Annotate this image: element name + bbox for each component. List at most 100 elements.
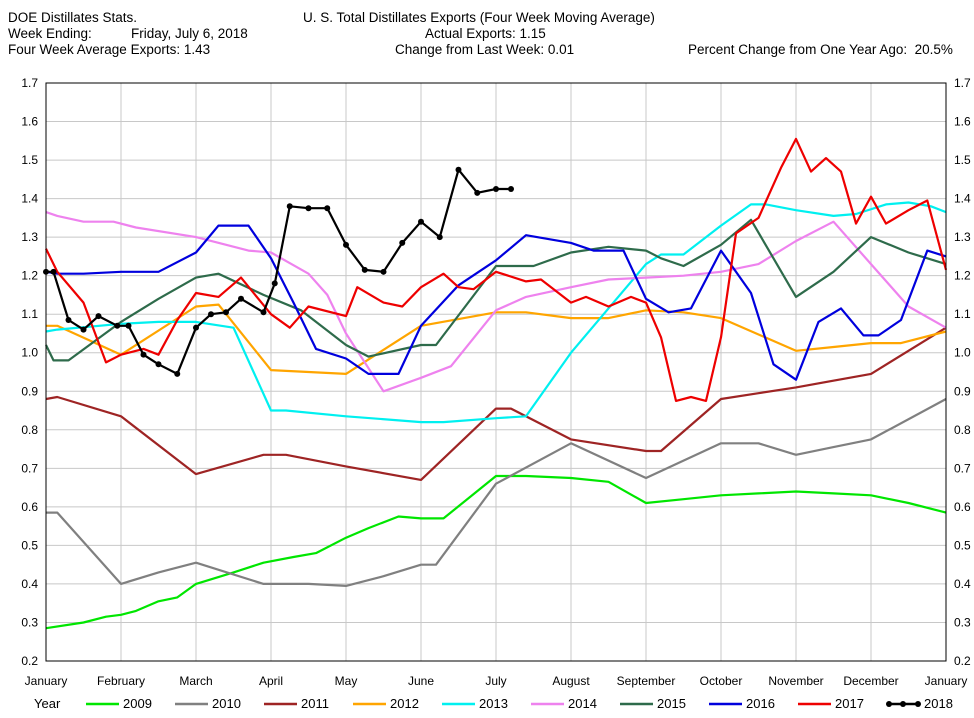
data-point-2018 [174,370,181,377]
data-point-2018 [238,295,244,302]
header-week-ending-label: Week Ending: [8,26,92,41]
header-actual-exports: Actual Exports: 1.15 [425,26,546,41]
legend-marker-2018 [886,701,892,707]
y-tick-label-left: 0.3 [21,615,38,629]
x-tick-label: November [768,674,823,688]
data-point-2018 [418,218,424,225]
y-tick-label-right: 0.9 [954,384,971,398]
series-line-2016 [45,224,947,381]
series-line-2013 [45,201,947,424]
data-point-2018 [493,185,499,192]
legend: Year 2009 2010 2011 2012 2013 2014 2015 2016 2017… [34,696,953,711]
y-tick-label-left: 1.7 [21,76,38,90]
y-tick-label-left: 0.9 [21,384,38,398]
y-tick-label-right: 0.5 [954,538,971,552]
data-point-2018 [223,309,229,316]
x-tick-label: July [485,674,506,688]
data-point-2018 [324,205,331,212]
data-point-2018 [95,313,102,320]
x-axis: January February March April May June July Augu… [25,674,968,688]
y-tick-label-left: 1.4 [21,192,38,206]
y-tick-label-right: 1.0 [954,346,971,360]
data-point-2018 [436,234,443,241]
y-tick-label-left: 0.4 [21,577,38,591]
x-tick-label: January [925,674,968,688]
y-tick-label-right: 0.6 [954,500,971,514]
y-tick-label-left: 1.1 [21,307,38,321]
data-point-2018 [114,322,121,329]
series-line-2017 [45,137,948,402]
data-point-2018 [140,351,147,358]
header-source: DOE Distillates Stats. [8,10,138,25]
y-tick-label-right: 1.6 [954,115,971,129]
y-tick-label-right: 0.8 [954,423,971,437]
plot-frame [45,82,947,662]
x-tick-label: October [700,674,743,688]
y-tick-label-left: 0.2 [21,654,38,668]
y-tick-label-left: 0.6 [21,500,38,514]
legend-label-2015: 2015 [657,696,686,711]
y-tick-label-right: 1.7 [954,76,971,90]
x-tick-label: January [25,674,68,688]
y-tick-label-left: 1.0 [21,346,38,360]
chart-title: U. S. Total Distillates Exports (Four We… [303,10,655,25]
y-tick-label-right: 1.2 [954,269,971,283]
data-point-2018 [343,241,349,248]
chart-series-group [43,137,948,630]
y-axis-left: 0.2 0.3 0.4 0.5 0.6 0.7 0.8 0.9 1.0 1.1 1.2 1.3 1.4 1… [21,76,38,668]
y-tick-label-left: 0.8 [21,423,38,437]
legend-label-2014: 2014 [568,696,597,711]
x-tick-label: February [97,674,145,688]
data-point-2018 [305,205,312,212]
header-week-ending-value: Friday, July 6, 2018 [131,26,248,41]
series-line-2015 [45,218,947,362]
x-tick-label: April [259,674,283,688]
series-line-2010 [46,398,947,588]
legend-title: Year [34,696,61,711]
data-point-2018 [50,268,57,275]
x-tick-label: December [843,674,898,688]
data-point-2018 [155,361,162,368]
data-point-2018 [260,309,267,316]
data-point-2018 [65,316,72,323]
series-line-2011 [45,326,947,481]
legend-label-2018: 2018 [924,696,953,711]
data-point-2018 [208,311,214,318]
y-tick-label-left: 0.5 [21,538,38,552]
data-point-2018 [380,268,387,275]
data-point-2018 [286,203,293,210]
legend-label-2009: 2009 [123,696,152,711]
data-point-2018 [125,322,132,329]
legend-label-2011: 2011 [301,696,329,711]
legend-marker-2018 [915,701,921,707]
data-point-2018 [361,266,368,273]
y-tick-label-right: 1.5 [954,153,971,167]
data-point-2018 [508,185,514,192]
series-line-2009 [45,474,947,630]
y-tick-label-left: 0.7 [21,461,38,475]
legend-label-2017: 2017 [835,696,864,711]
x-tick-label: August [552,674,590,688]
y-tick-label-right: 1.3 [954,230,971,244]
y-tick-label-left: 1.2 [21,269,38,283]
data-point-2018 [271,280,278,287]
data-point-2018 [474,189,481,196]
legend-label-2016: 2016 [746,696,775,711]
y-tick-label-right: 1.1 [954,307,971,321]
y-tick-label-left: 1.3 [21,230,38,244]
x-tick-label: March [179,674,212,688]
y-tick-label-left: 1.6 [21,115,38,129]
x-tick-label: May [335,674,358,688]
legend-label-2013: 2013 [479,696,508,711]
x-tick-label: June [408,674,434,688]
y-tick-label-right: 1.4 [954,192,971,206]
legend-label-2010: 2010 [212,696,241,711]
header-change-from-last-week: Change from Last Week: 0.01 [395,42,575,57]
y-tick-label-left: 1.5 [21,153,38,167]
legend-marker-2018 [900,701,906,707]
y-axis-right: 0.2 0.3 0.4 0.5 0.6 0.7 0.8 0.9 1.0 1.1 1.2 1.3 1.4 1… [954,76,971,668]
data-point-2018 [399,239,406,246]
y-tick-label-right: 0.3 [954,615,971,629]
data-point-2018 [455,166,462,173]
